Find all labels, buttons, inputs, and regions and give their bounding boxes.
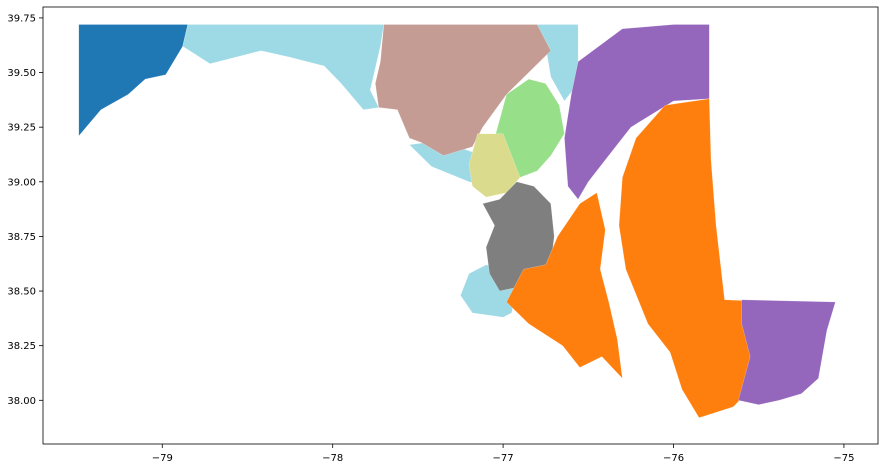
y-tick-label: 39.75	[7, 13, 36, 24]
x-tick-label: −76	[663, 453, 684, 464]
region-orange-east	[618, 98, 777, 419]
y-tick-label: 39.25	[7, 123, 36, 134]
x-tick-label: −77	[493, 453, 514, 464]
y-tick-label: 38.50	[7, 287, 36, 298]
y-tick-label: 38.00	[7, 396, 36, 407]
region-purple-south	[738, 299, 836, 405]
y-tick-label: 39.00	[7, 177, 36, 188]
y-axis-ticks: 38.00 38.25 38.50 38.75 39.00 39.25 39.50 39.75	[7, 13, 43, 407]
x-tick-label: −75	[833, 453, 854, 464]
axes-frame	[42, 6, 879, 445]
region-purple-north	[564, 24, 710, 200]
x-tick-label: −78	[322, 453, 343, 464]
y-tick-label: 39.50	[7, 68, 36, 79]
region-orange-west	[506, 192, 623, 379]
x-axis-ticks: −79 −78 −77 −76 −75	[152, 444, 854, 464]
y-tick-label: 38.75	[7, 232, 36, 243]
region-brown	[375, 24, 552, 156]
district-regions	[78, 24, 836, 419]
y-tick-label: 38.25	[7, 341, 36, 352]
region-lightblue-west	[182, 24, 385, 110]
x-tick-label: −79	[152, 453, 173, 464]
